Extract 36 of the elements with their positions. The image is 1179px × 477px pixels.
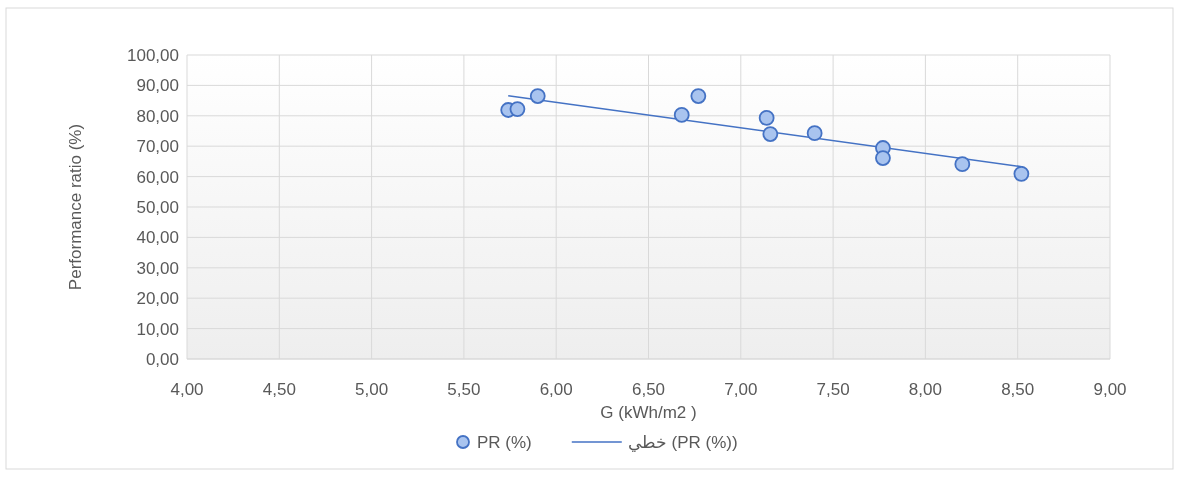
y-tick-label: 40,00	[136, 228, 179, 248]
x-tick-label: 7,00	[724, 380, 758, 399]
x-tick-label: 4,50	[262, 380, 296, 399]
x-tick-label: 9,00	[1093, 380, 1127, 399]
point	[1013, 165, 1030, 182]
legend-label: خطي (PR (%))	[627, 433, 738, 452]
x-tick-label: 4,00	[170, 380, 204, 399]
point	[762, 126, 779, 142]
y-tick-label: 100,00	[127, 46, 179, 65]
point	[509, 101, 526, 118]
y-tick-label: 20,00	[136, 289, 179, 309]
y-axis-title: Performance ratio (%)	[66, 123, 85, 291]
y-tick-label: 70,00	[136, 137, 179, 157]
legend-label: PR (%)	[477, 433, 532, 452]
x-tick-label: 8,00	[908, 380, 942, 399]
x-tick-label: 6,50	[631, 380, 666, 399]
point	[673, 106, 690, 123]
y-tick-label: 50,00	[136, 198, 179, 217]
x-axis-title: G (kWh/m2 )	[600, 403, 697, 422]
x-tick-label: 6,00	[539, 380, 573, 399]
point	[954, 156, 971, 173]
point	[758, 110, 775, 126]
x-tick-label: 5,50	[447, 380, 481, 399]
point	[875, 150, 891, 166]
x-tick-label: 7,50	[816, 380, 850, 399]
y-tick-label: 30,00	[136, 258, 179, 278]
x-tick-label: 5,00	[355, 380, 389, 399]
x-tick-label: 8,50	[1001, 380, 1035, 399]
y-tick-label: 80,00	[136, 106, 179, 126]
y-tick-label: 0,00	[145, 350, 179, 369]
point	[529, 88, 546, 104]
point	[690, 88, 707, 104]
y-tick-label: 10,00	[136, 319, 179, 339]
y-tick-label: 60,00	[136, 167, 179, 187]
point	[806, 125, 823, 142]
y-tick-label: 90,00	[136, 76, 179, 96]
